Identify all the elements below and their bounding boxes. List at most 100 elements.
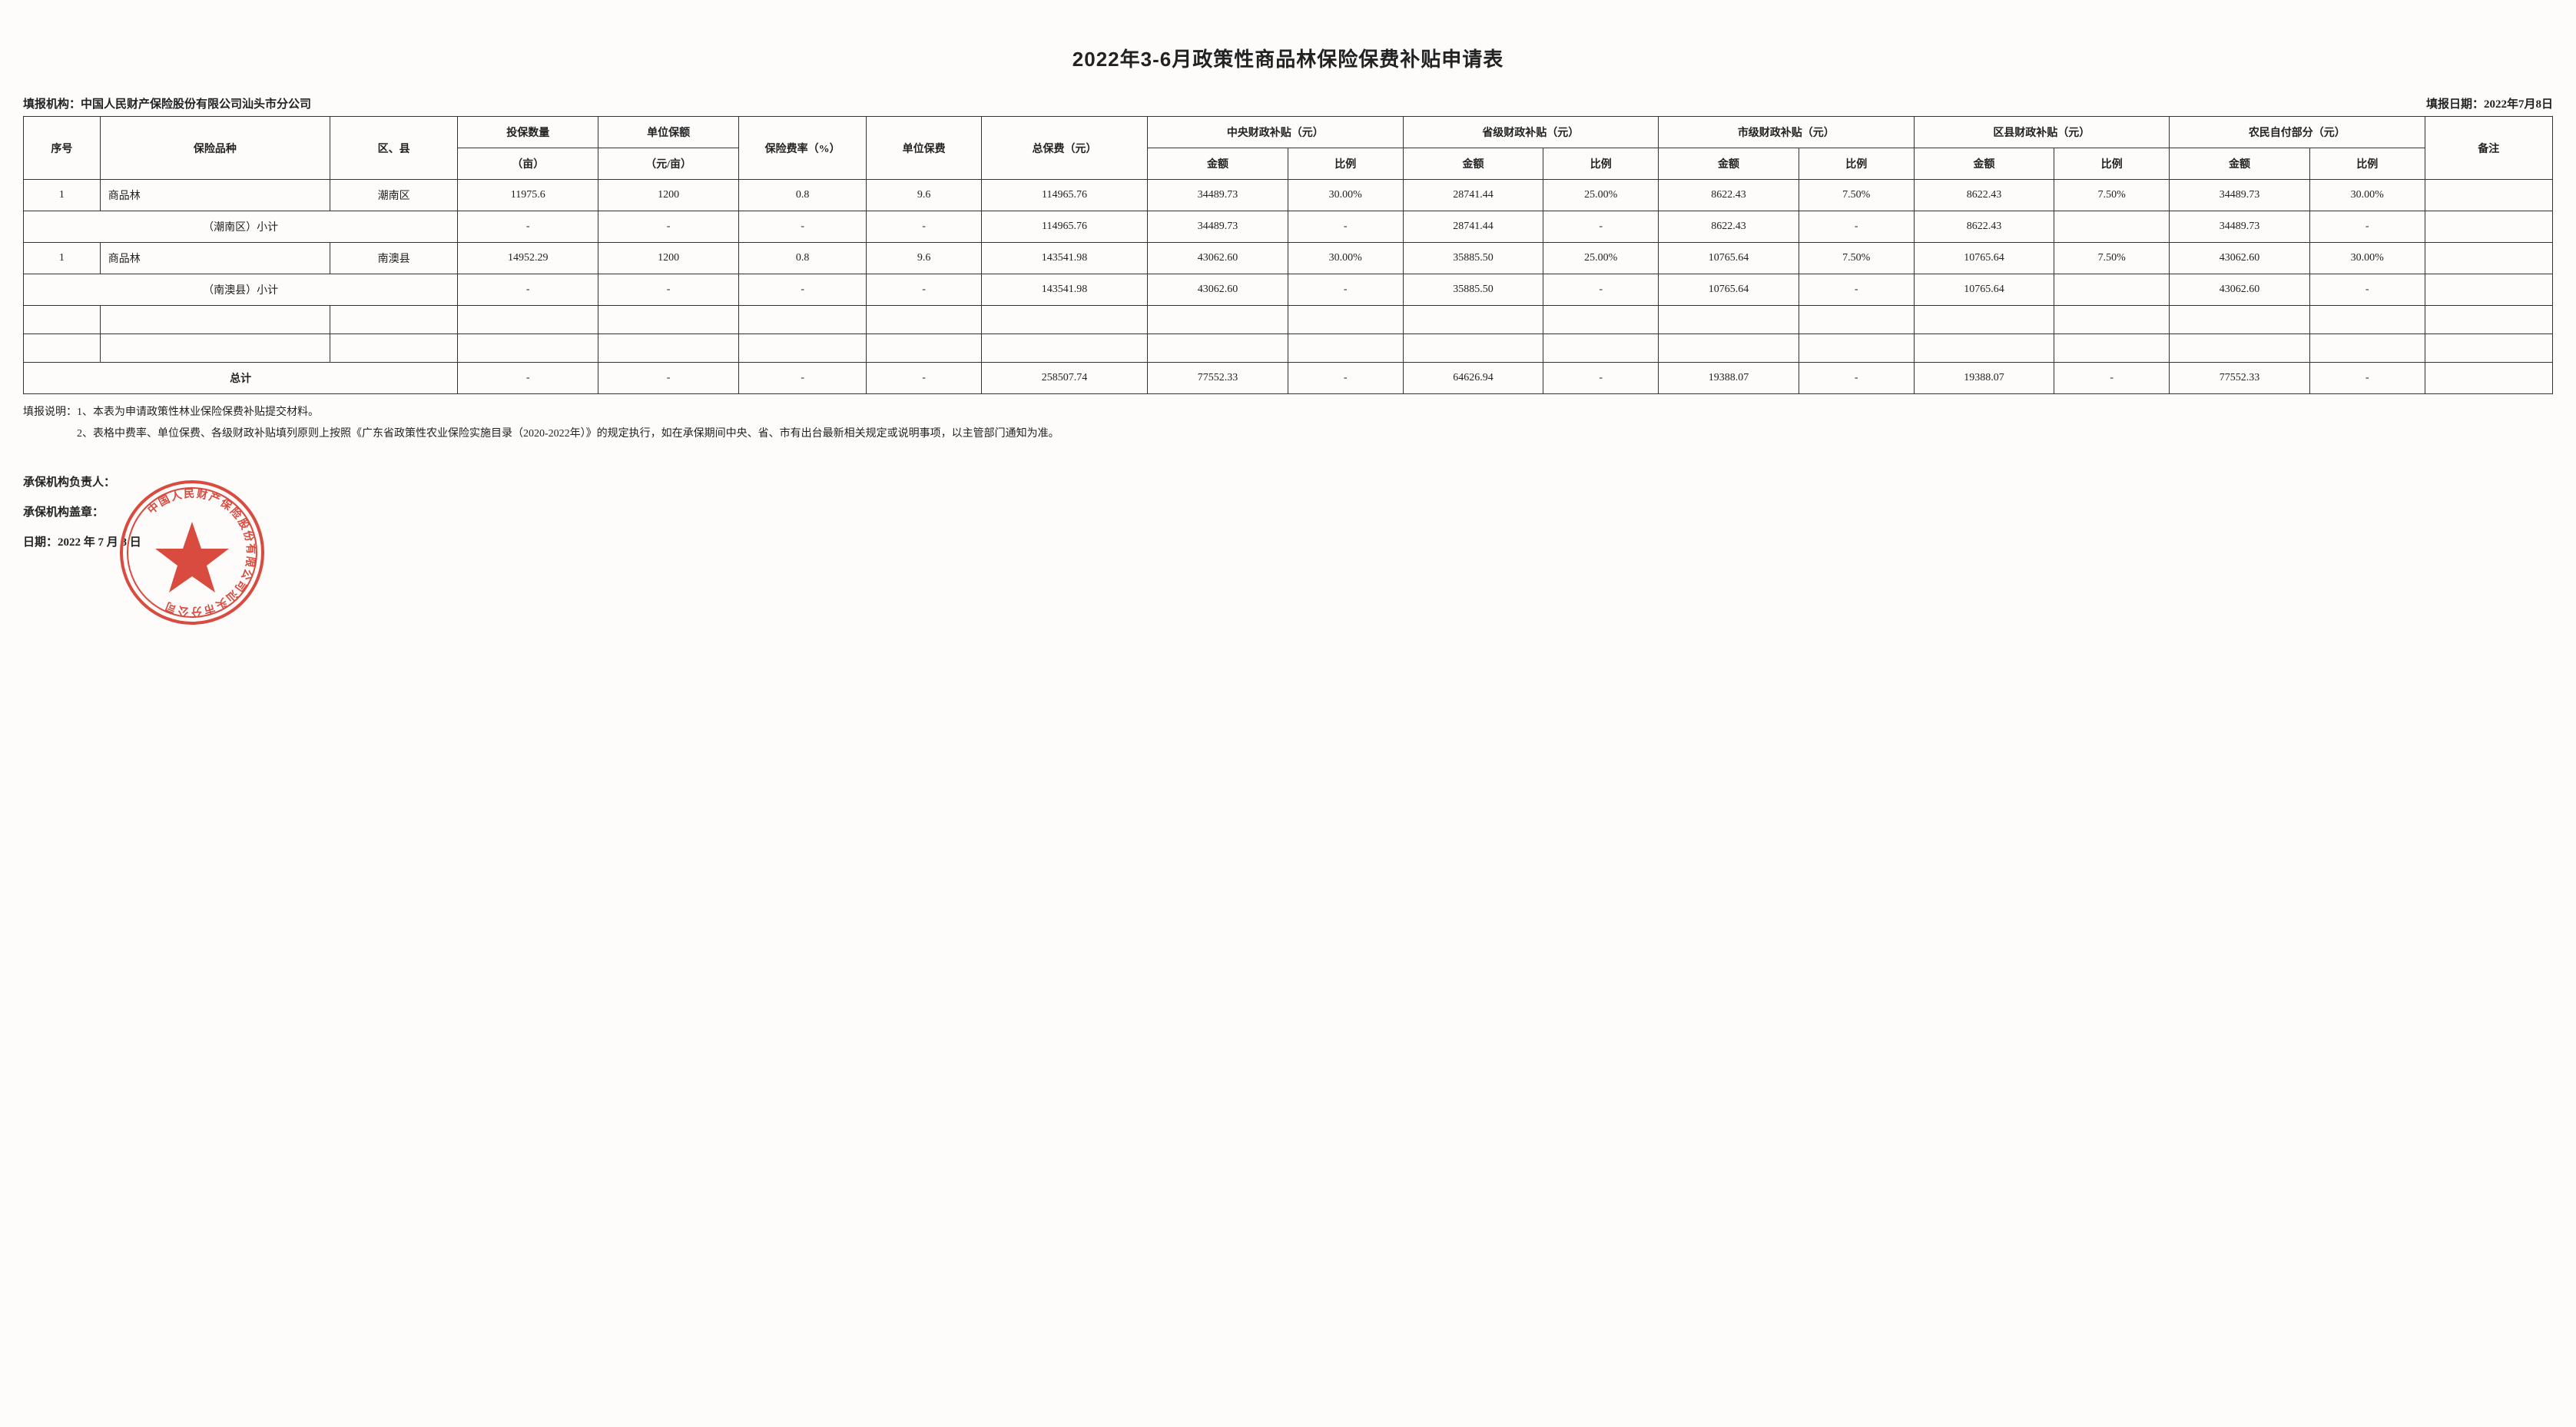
- th-county: 区县财政补贴（元）: [1914, 117, 2170, 148]
- cell: -: [1288, 211, 1403, 243]
- th-remark: 备注: [2425, 117, 2552, 180]
- cell: 43062.60: [2170, 243, 2310, 274]
- cell: [2054, 306, 2170, 334]
- cell: [1659, 334, 1799, 363]
- cell: 14952.29: [458, 243, 598, 274]
- cell: 7.50%: [2054, 180, 2170, 211]
- cell: 0.8: [739, 180, 867, 211]
- cell: [2054, 211, 2170, 243]
- cell: 30.00%: [2309, 243, 2425, 274]
- cell: [1799, 306, 1914, 334]
- cell: 10765.64: [1914, 274, 2054, 306]
- cell: [1148, 306, 1288, 334]
- cell: [1403, 306, 1543, 334]
- th-region: 区、县: [330, 117, 458, 180]
- th-unit-premium: 单位保费: [867, 117, 982, 180]
- cell: 9.6: [867, 243, 982, 274]
- th-farmer: 农民自付部分（元）: [2170, 117, 2425, 148]
- cell: [981, 334, 1147, 363]
- th-central: 中央财政补贴（元）: [1148, 117, 1404, 148]
- cell: -: [867, 363, 982, 394]
- meta-row: 填报机构：中国人民财产保险股份有限公司汕头市分公司 填报日期：2022年7月8日: [23, 95, 2553, 111]
- cell: 143541.98: [981, 243, 1147, 274]
- manager-label: 承保机构负责人：: [23, 468, 2553, 498]
- table-row-empty: [24, 306, 2553, 334]
- cell: -: [1543, 274, 1659, 306]
- th-product: 保险品种: [100, 117, 330, 180]
- notes-prefix: 填报说明：: [23, 407, 77, 418]
- cell: 8622.43: [1914, 211, 2054, 243]
- cell: （南澳县）小计: [24, 274, 458, 306]
- org-label: 填报机构：: [23, 98, 81, 111]
- cell: 南澳县: [330, 243, 458, 274]
- cell: [24, 306, 101, 334]
- th-central-ratio: 比例: [1288, 148, 1403, 180]
- cell: -: [1543, 363, 1659, 394]
- cell: 8622.43: [1914, 180, 2054, 211]
- cell: [2425, 211, 2552, 243]
- cell: [2309, 334, 2425, 363]
- cell: 10765.64: [1914, 243, 2054, 274]
- cell: 9.6: [867, 180, 982, 211]
- cell: -: [739, 274, 867, 306]
- cell: [2170, 306, 2310, 334]
- cell: 30.00%: [1288, 180, 1403, 211]
- cell: -: [867, 274, 982, 306]
- th-farmer-amt: 金额: [2170, 148, 2310, 180]
- cell: [330, 334, 458, 363]
- cell: [867, 334, 982, 363]
- cell: 1200: [598, 180, 739, 211]
- cell: [867, 306, 982, 334]
- cell: [2309, 306, 2425, 334]
- cell: [100, 306, 330, 334]
- cell: 143541.98: [981, 274, 1147, 306]
- th-province-amt: 金额: [1403, 148, 1543, 180]
- cell: 34489.73: [2170, 180, 2310, 211]
- th-county-amt: 金额: [1914, 148, 2054, 180]
- cell: 25.00%: [1543, 180, 1659, 211]
- cell: [2425, 243, 2552, 274]
- table-row: 1商品林南澳县14952.2912000.89.6143541.9843062.…: [24, 243, 2553, 274]
- th-qty: 投保数量: [458, 117, 598, 148]
- page-title: 2022年3-6月政策性商品林保险保费补贴申请表: [23, 44, 2553, 72]
- cell: 64626.94: [1403, 363, 1543, 394]
- cell: -: [739, 363, 867, 394]
- cell: 34489.73: [1148, 211, 1288, 243]
- cell: [458, 306, 598, 334]
- th-city-ratio: 比例: [1799, 148, 1914, 180]
- cell: 商品林: [100, 243, 330, 274]
- seal-label: 承保机构盖章：: [23, 498, 2553, 528]
- th-unit-amount-unit: （元/亩）: [598, 148, 739, 180]
- cell: -: [458, 211, 598, 243]
- cell: [598, 334, 739, 363]
- footer-block: 承保机构负责人： 承保机构盖章： 日期：2022 年 7 月 8 日 中国人民财…: [23, 468, 2553, 558]
- cell: 商品林: [100, 180, 330, 211]
- cell: 34489.73: [1148, 180, 1288, 211]
- th-unit-amount: 单位保额: [598, 117, 739, 148]
- note-1: 1、本表为申请政策性林业保险保费补贴提交材料。: [77, 407, 319, 418]
- th-farmer-ratio: 比例: [2309, 148, 2425, 180]
- cell: 8622.43: [1659, 211, 1799, 243]
- cell: [2054, 334, 2170, 363]
- cell: [2425, 334, 2552, 363]
- cell: 114965.76: [981, 211, 1147, 243]
- cell: 19388.07: [1659, 363, 1799, 394]
- cell: 19388.07: [1914, 363, 2054, 394]
- cell: -: [1288, 363, 1403, 394]
- cell: 10765.64: [1659, 243, 1799, 274]
- cell: -: [2309, 274, 2425, 306]
- cell: -: [1799, 274, 1914, 306]
- cell: 35885.50: [1403, 243, 1543, 274]
- table-row: （潮南区）小计----114965.7634489.73-28741.44-86…: [24, 211, 2553, 243]
- cell: [739, 306, 867, 334]
- th-province: 省级财政补贴（元）: [1403, 117, 1659, 148]
- th-rate: 保险费率（%）: [739, 117, 867, 180]
- cell: 1: [24, 243, 101, 274]
- cell: [2170, 334, 2310, 363]
- note-2: 2、表格中费率、单位保费、各级财政补贴填列原则上按照《广东省政策性农业保险实施目…: [77, 428, 1059, 440]
- cell: -: [1543, 211, 1659, 243]
- cell: 43062.60: [2170, 274, 2310, 306]
- cell: -: [1288, 274, 1403, 306]
- cell: 1200: [598, 243, 739, 274]
- subsidy-table: 序号 保险品种 区、县 投保数量 单位保额 保险费率（%） 单位保费 总保费（元…: [23, 116, 2553, 394]
